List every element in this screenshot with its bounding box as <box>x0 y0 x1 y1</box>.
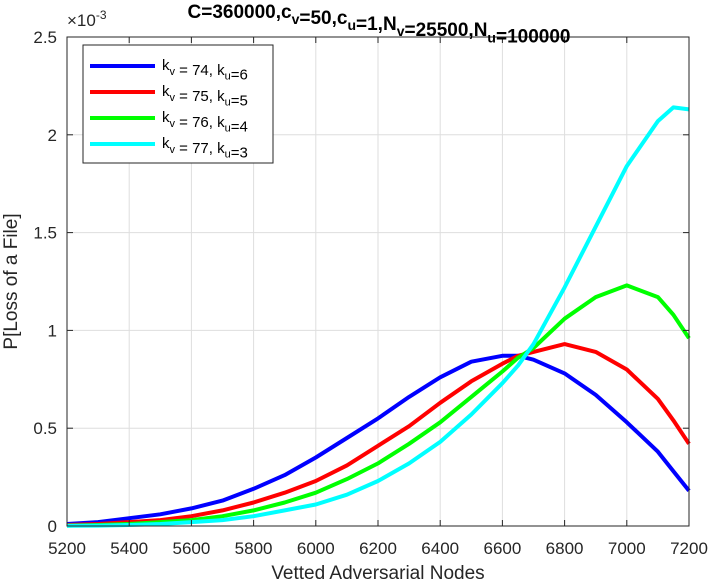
y-tick-label: 2 <box>48 126 57 145</box>
x-axis-label: Vetted Adversarial Nodes <box>271 563 484 582</box>
x-tick-label: 5200 <box>48 539 86 558</box>
x-tick-label: 5400 <box>110 539 148 558</box>
y-tick-label: 2.5 <box>33 28 57 47</box>
x-tick-label: 6200 <box>359 539 397 558</box>
series-line-4 <box>66 105 690 528</box>
y-axis-exponent: ×10-3 <box>67 8 107 30</box>
series-lines <box>66 105 691 528</box>
series-line-2 <box>66 342 691 527</box>
axis-ticks <box>66 36 690 527</box>
x-tick-label: 6000 <box>297 539 335 558</box>
legend-label-2: kv = 75, ku=5 <box>162 83 248 110</box>
chart-title: C=360000,cv=50,cu=1,Nv=25500,Nu=100000 <box>188 2 571 47</box>
x-tick-label: 6400 <box>421 539 459 558</box>
legend: kv = 74, ku=6kv = 75, ku=5kv = 76, ku=4k… <box>82 44 274 164</box>
y-tick-labels: 0 0.5 1 1.5 2 2.5 <box>33 28 57 536</box>
x-tick-label: 5600 <box>172 539 210 558</box>
legend-label-1: kv = 74, ku=6 <box>162 57 248 84</box>
x-tick-labels: 5200 5400 5600 5800 6000 6200 6400 6600 6800 7000… <box>48 539 708 558</box>
x-tick-label: 6800 <box>546 539 584 558</box>
y-tick-label: 0 <box>48 517 57 536</box>
y-tick-label: 1.5 <box>33 224 57 243</box>
x-tick-label: 5800 <box>235 539 273 558</box>
y-axis-label: P[Loss of a File] <box>1 213 22 349</box>
y-tick-label: 1 <box>48 321 57 340</box>
y-tick-label: 0.5 <box>33 419 57 438</box>
legend-label-4: kv = 77, ku=3 <box>162 135 248 162</box>
x-tick-label: 7000 <box>608 539 646 558</box>
legend-label-3: kv = 76, ku=4 <box>162 109 248 136</box>
series-line-1 <box>66 353 691 526</box>
x-tick-label: 6600 <box>483 539 521 558</box>
x-tick-label: 7200 <box>670 539 708 558</box>
